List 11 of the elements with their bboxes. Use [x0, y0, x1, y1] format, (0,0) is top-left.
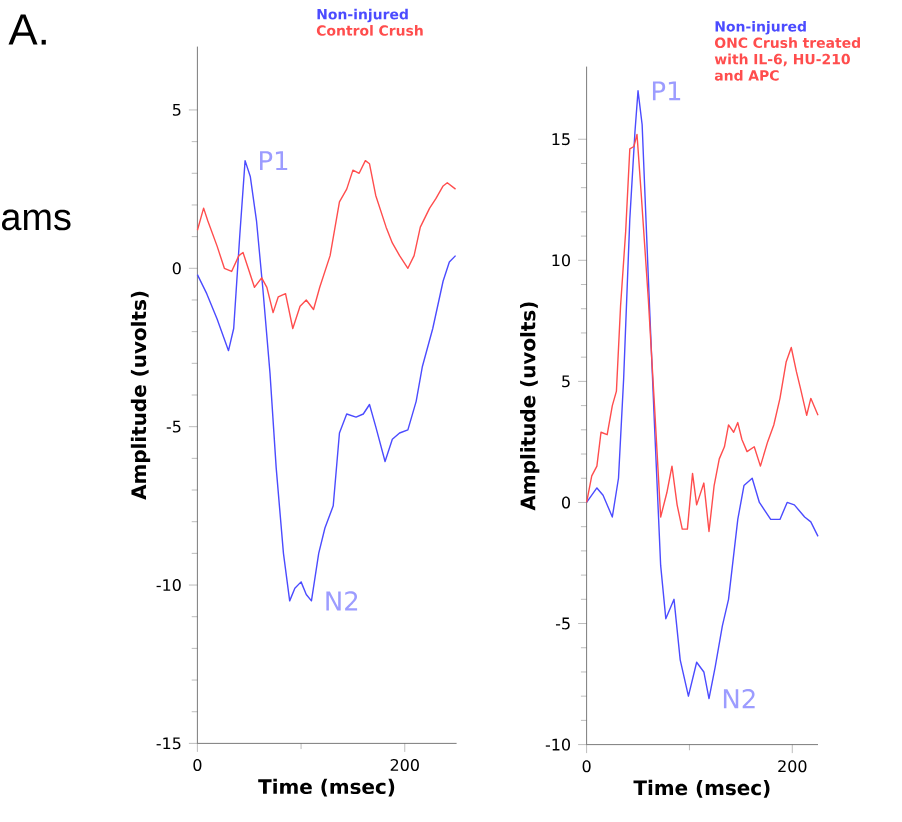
annotation: P1 — [652, 81, 681, 101]
chart-title: A. — [8, 14, 46, 45]
annotation: P1 — [260, 151, 288, 171]
annotation: N2 — [326, 591, 358, 611]
line-series — [585, 133, 819, 533]
x-axis-title: Time (msec) — [258, 778, 395, 797]
y-axis-title: Amplitude (uvolts) — [520, 302, 540, 511]
y-axis-title: Amplitude (uvolts) — [130, 291, 151, 500]
x-axis-title: Time (msec) — [633, 779, 770, 798]
annotation: N2 — [723, 688, 755, 709]
text: ams — [1, 209, 71, 231]
